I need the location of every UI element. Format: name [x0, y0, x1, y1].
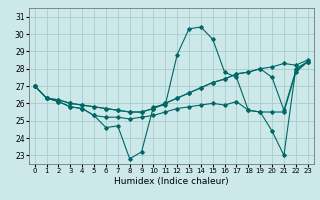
X-axis label: Humidex (Indice chaleur): Humidex (Indice chaleur) [114, 177, 228, 186]
